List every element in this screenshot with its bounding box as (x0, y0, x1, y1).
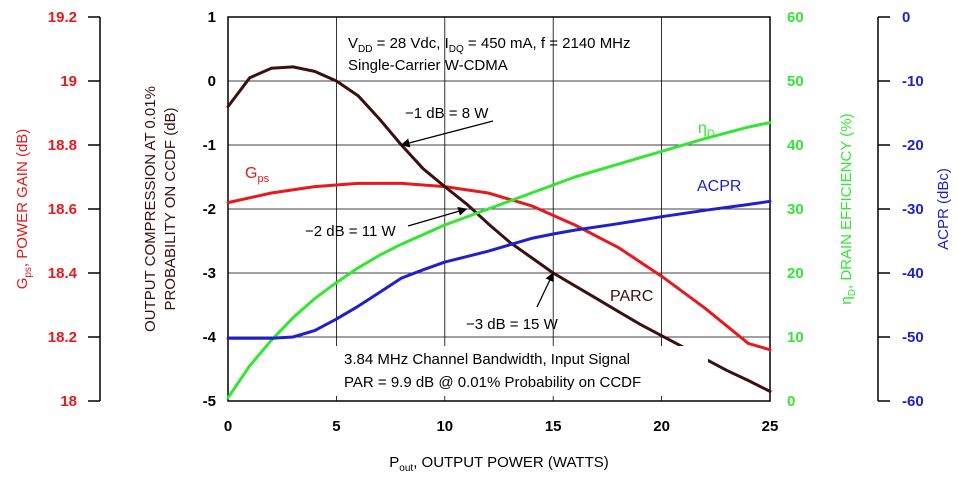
x-tick-label: 0 (224, 418, 232, 435)
acpr-tick-label: -50 (902, 329, 924, 346)
series-label-parc: PARC (610, 288, 653, 305)
x-tick-label: 15 (545, 418, 562, 435)
gain-axis-title: Gps, POWER GAIN (dB) (14, 129, 34, 290)
series-line-dd (226, 121, 772, 400)
eff-tick-label: 50 (787, 73, 804, 90)
eff-tick-label: 0 (787, 393, 795, 410)
conditions-line1: VDD = 28 Vdc, IDQ = 450 mA, f = 2140 MHz (348, 35, 631, 55)
parc-tick-label: -2 (203, 201, 216, 218)
parc-axis-title-line2: PROBABILITY ON CCDF (dB) (162, 107, 179, 310)
gain-tick-label: 19 (60, 73, 77, 90)
parc-tick-label: 0 (208, 73, 216, 90)
compression-arrow-1db (400, 120, 494, 148)
eff-axis-title: ηD, DRAIN EFFICIENCY (%) (838, 113, 858, 304)
tick-labels: 1818.218.418.618.81919.2-5-4-3-2-1010102… (48, 9, 924, 435)
acpr-tick-label: -10 (902, 73, 924, 90)
parc-axis-title-line1: OUTPUT COMPRESSION AT 0.01% (142, 86, 159, 332)
gain-tick-label: 18.6 (48, 201, 77, 218)
acpr-tick-label: -20 (902, 137, 924, 154)
series-line-acpr (226, 199, 772, 340)
eff-tick-label: 30 (787, 201, 804, 218)
series-line-gps (226, 181, 772, 352)
gain-tick-label: 19.2 (48, 9, 77, 26)
compression-label-2db: −2 dB = 11 W (305, 223, 396, 240)
conditions-line2: Single-Carrier W-CDMA (348, 57, 508, 74)
gain-tick-label: 18.8 (48, 137, 77, 154)
series-label-acpr: ACPR (697, 178, 741, 195)
parc-tick-label: 1 (208, 9, 216, 26)
acpr-tick-label: -30 (902, 201, 924, 218)
eff-tick-label: 60 (787, 9, 804, 26)
compression-label-3db: −3 dB = 15 W (466, 316, 559, 333)
signal-info-box (336, 346, 708, 396)
x-tick-label: 5 (332, 418, 340, 435)
plot-frame (227, 16, 771, 402)
gain-tick-label: 18 (60, 393, 77, 410)
series-label-gps: Gps (245, 165, 270, 185)
compression-arrow-3db (536, 272, 554, 308)
eff-tick-label: 20 (787, 265, 804, 282)
x-tick-label: 25 (762, 418, 779, 435)
parc-tick-label: -4 (203, 329, 217, 346)
x-tick-label: 20 (653, 418, 670, 435)
eff-tick-label: 40 (787, 137, 804, 154)
parc-tick-label: -1 (203, 137, 216, 154)
series-label-etad: ηD (698, 120, 715, 140)
eff-tick-label: 10 (787, 329, 804, 346)
acpr-tick-label: -60 (902, 393, 924, 410)
signal-info-line1: 3.84 MHz Channel Bandwidth, Input Signal (344, 351, 630, 368)
x-tick-label: 10 (436, 418, 453, 435)
parc-tick-label: -5 (203, 393, 216, 410)
grid (228, 17, 770, 401)
acpr-tick-label: 0 (902, 9, 910, 26)
acpr-axis-title: ACPR (dBc) (935, 168, 952, 250)
signal-info-line2: PAR = 9.9 dB @ 0.01% Probability on CCDF (344, 374, 641, 391)
gain-tick-label: 18.4 (48, 265, 78, 282)
series-lines (226, 65, 772, 400)
acpr-tick-label: -40 (902, 265, 924, 282)
x-axis-title: Pout, OUTPUT POWER (WATTS) (389, 454, 608, 474)
gain-tick-label: 18.2 (48, 329, 77, 346)
series-line-parc (226, 65, 772, 393)
parc-tick-label: -3 (203, 265, 216, 282)
compression-arrow-2db (407, 206, 468, 227)
compression-label-1db: −1 dB = 8 W (405, 105, 489, 122)
